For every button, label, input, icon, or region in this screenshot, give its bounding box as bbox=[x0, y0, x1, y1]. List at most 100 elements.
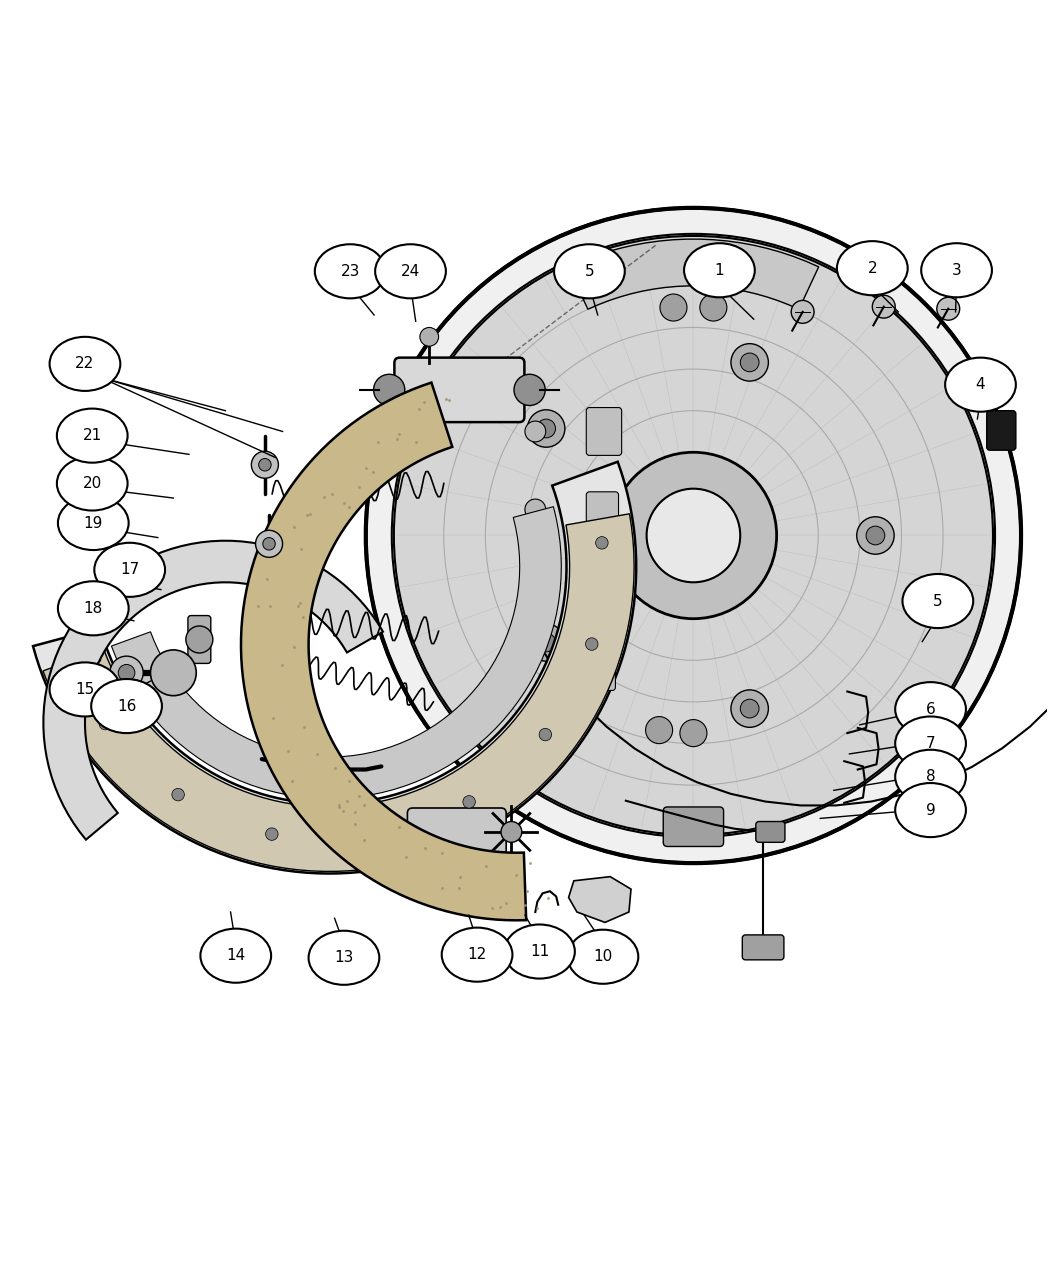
Ellipse shape bbox=[58, 496, 129, 550]
FancyBboxPatch shape bbox=[756, 821, 785, 843]
Circle shape bbox=[373, 375, 405, 405]
Text: 1: 1 bbox=[715, 262, 724, 278]
Circle shape bbox=[536, 633, 555, 652]
Text: 13: 13 bbox=[334, 950, 354, 966]
Ellipse shape bbox=[895, 783, 965, 838]
Circle shape bbox=[258, 458, 271, 471]
Circle shape bbox=[525, 499, 546, 519]
Circle shape bbox=[110, 656, 143, 689]
Ellipse shape bbox=[200, 929, 271, 982]
Text: 16: 16 bbox=[117, 698, 136, 714]
Polygon shape bbox=[33, 462, 637, 874]
Polygon shape bbox=[241, 382, 526, 921]
Ellipse shape bbox=[58, 581, 129, 636]
Circle shape bbox=[866, 526, 884, 545]
Circle shape bbox=[873, 295, 895, 318]
Text: 17: 17 bbox=[120, 563, 139, 577]
Ellipse shape bbox=[945, 358, 1016, 412]
Circle shape bbox=[394, 235, 993, 835]
Text: 6: 6 bbox=[925, 702, 936, 716]
Polygon shape bbox=[568, 876, 631, 922]
Circle shape bbox=[367, 830, 379, 843]
Circle shape bbox=[937, 297, 960, 320]
Circle shape bbox=[99, 718, 112, 730]
Ellipse shape bbox=[895, 749, 965, 803]
Circle shape bbox=[463, 796, 475, 808]
Text: 22: 22 bbox=[75, 357, 95, 371]
Circle shape bbox=[501, 821, 522, 843]
Text: 12: 12 bbox=[468, 948, 487, 962]
Text: 8: 8 bbox=[925, 769, 935, 784]
Circle shape bbox=[730, 689, 768, 728]
FancyBboxPatch shape bbox=[586, 408, 622, 455]
Text: 19: 19 bbox=[83, 515, 103, 531]
Ellipse shape bbox=[442, 927, 512, 982]
FancyBboxPatch shape bbox=[582, 651, 616, 691]
Circle shape bbox=[660, 294, 687, 321]
Circle shape bbox=[792, 301, 814, 324]
Ellipse shape bbox=[895, 716, 965, 770]
Polygon shape bbox=[43, 541, 383, 840]
Text: 23: 23 bbox=[340, 263, 359, 279]
Text: 4: 4 bbox=[976, 377, 985, 393]
Text: 15: 15 bbox=[75, 682, 95, 697]
Circle shape bbox=[255, 531, 282, 558]
Circle shape bbox=[525, 421, 546, 441]
Polygon shape bbox=[568, 239, 819, 310]
FancyBboxPatch shape bbox=[663, 807, 724, 847]
Circle shape bbox=[366, 208, 1021, 863]
Ellipse shape bbox=[92, 679, 162, 733]
Ellipse shape bbox=[57, 457, 128, 510]
Circle shape bbox=[266, 828, 278, 840]
FancyBboxPatch shape bbox=[394, 358, 525, 422]
Text: 10: 10 bbox=[593, 949, 612, 964]
FancyBboxPatch shape bbox=[408, 808, 506, 856]
Ellipse shape bbox=[902, 574, 973, 628]
Circle shape bbox=[646, 489, 740, 582]
Ellipse shape bbox=[50, 663, 120, 716]
Ellipse shape bbox=[554, 244, 625, 298]
FancyBboxPatch shape bbox=[742, 935, 784, 959]
Circle shape bbox=[262, 537, 275, 550]
Circle shape bbox=[586, 638, 598, 650]
Ellipse shape bbox=[895, 682, 965, 737]
Ellipse shape bbox=[375, 244, 446, 298]
Circle shape bbox=[646, 716, 672, 743]
Circle shape bbox=[680, 720, 707, 747]
Ellipse shape bbox=[315, 244, 386, 298]
Text: 11: 11 bbox=[530, 944, 549, 959]
FancyBboxPatch shape bbox=[586, 492, 619, 537]
Circle shape bbox=[740, 700, 759, 718]
Circle shape bbox=[700, 294, 727, 321]
Ellipse shape bbox=[94, 542, 165, 597]
Circle shape bbox=[514, 375, 545, 405]
Circle shape bbox=[539, 728, 551, 741]
Ellipse shape bbox=[837, 242, 907, 295]
Circle shape bbox=[527, 624, 565, 661]
Circle shape bbox=[251, 451, 278, 478]
Polygon shape bbox=[43, 514, 635, 871]
Circle shape bbox=[730, 344, 768, 381]
Text: 18: 18 bbox=[83, 601, 103, 615]
Ellipse shape bbox=[684, 243, 755, 297]
Polygon shape bbox=[112, 506, 562, 798]
Ellipse shape bbox=[504, 925, 574, 978]
Circle shape bbox=[536, 420, 555, 437]
Text: 14: 14 bbox=[227, 948, 246, 963]
Circle shape bbox=[419, 327, 438, 347]
Text: 20: 20 bbox=[82, 476, 102, 491]
Circle shape bbox=[740, 353, 759, 372]
Text: 5: 5 bbox=[585, 263, 594, 279]
FancyBboxPatch shape bbox=[188, 615, 211, 664]
Text: 3: 3 bbox=[952, 262, 961, 278]
Ellipse shape bbox=[57, 408, 128, 463]
Text: 2: 2 bbox=[867, 261, 877, 276]
Text: 24: 24 bbox=[401, 263, 421, 279]
Text: 9: 9 bbox=[925, 803, 936, 817]
Text: 5: 5 bbox=[933, 593, 942, 609]
Circle shape bbox=[118, 665, 135, 682]
Circle shape bbox=[596, 537, 608, 549]
Circle shape bbox=[151, 650, 196, 696]
Circle shape bbox=[172, 788, 184, 801]
Text: 21: 21 bbox=[82, 428, 102, 443]
